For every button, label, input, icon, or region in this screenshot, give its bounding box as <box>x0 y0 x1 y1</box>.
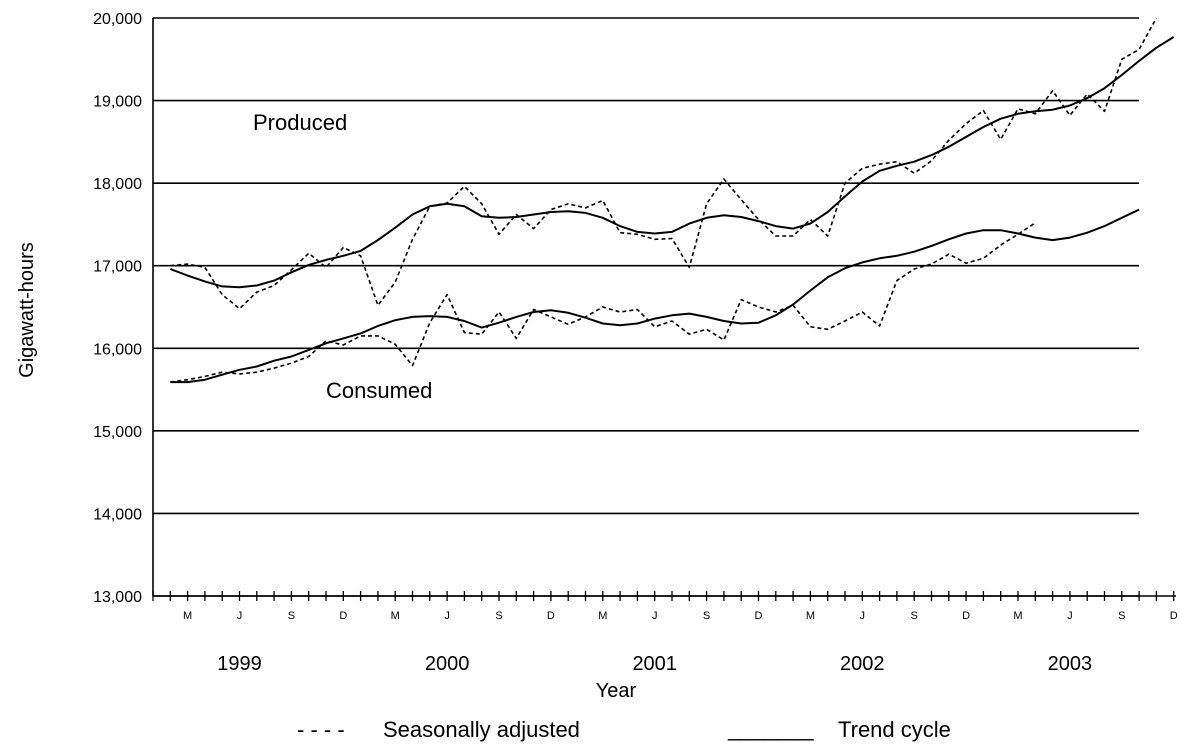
y-tick-label: 18,000 <box>93 176 142 193</box>
month-tick-label: D <box>1170 610 1178 622</box>
y-tick-label: 13,000 <box>93 589 142 606</box>
y-tick-label: 20,000 <box>93 11 142 28</box>
month-tick-label: S <box>703 610 710 622</box>
month-tick-label: J <box>444 610 450 622</box>
legend: - - - - Seasonally adjusted _______ Tren… <box>297 716 951 742</box>
annotation-consumed: Consumed <box>326 378 432 403</box>
x-axis-ticks <box>152 591 1175 601</box>
series-line-seasonally-adjusted <box>170 17 1158 310</box>
year-label: 2000 <box>425 653 470 675</box>
y-tick-label: 14,000 <box>93 506 142 523</box>
x-axis-label: Year <box>596 680 637 702</box>
month-tick-label: S <box>1118 610 1125 622</box>
series-line-trend-cycle <box>170 208 1140 384</box>
y-tick-label: 16,000 <box>93 341 142 358</box>
gridlines <box>153 17 1176 597</box>
legend-dashed-marker: - - - - <box>297 717 345 742</box>
month-tick-label: D <box>962 610 970 622</box>
month-tick-label: J <box>1067 610 1073 622</box>
annotation-produced: Produced <box>253 110 347 135</box>
legend-solid-label: Trend cycle <box>838 717 951 742</box>
month-tick-label: S <box>288 610 295 622</box>
month-tick-label: S <box>495 610 502 622</box>
y-axis-label: Gigawatt-hours <box>16 242 38 378</box>
year-label: 2002 <box>840 653 885 675</box>
y-tick-label: 19,000 <box>93 94 142 111</box>
year-label: 2001 <box>632 653 677 675</box>
y-tick-labels: 13,000 14,000 15,000 16,000 17,000 18,000 19,0… <box>93 11 142 606</box>
year-label: 2003 <box>1048 653 1093 675</box>
year-label: 1999 <box>217 653 262 675</box>
month-tick-label: D <box>547 610 555 622</box>
month-tick-label: M <box>183 610 192 622</box>
series-line-trend-cycle <box>169 36 1175 289</box>
y-tick-label: 15,000 <box>93 424 142 441</box>
series-lines <box>169 17 1175 384</box>
month-tick-label: M <box>1013 610 1022 622</box>
month-tick-label: J <box>652 610 658 622</box>
month-tick-label: D <box>339 610 347 622</box>
month-tick-label: J <box>860 610 866 622</box>
month-tick-label: M <box>391 610 400 622</box>
month-tick-label: M <box>806 610 815 622</box>
month-tick-label: J <box>237 610 243 622</box>
legend-solid-marker: _______ <box>727 716 814 741</box>
month-tick-label: M <box>598 610 607 622</box>
month-tick-label: D <box>755 610 763 622</box>
series-line-seasonally-adjusted <box>170 222 1036 383</box>
y-tick-label: 17,000 <box>93 259 142 276</box>
legend-dashed-label: Seasonally adjusted <box>383 717 580 742</box>
year-labels: 1999 2000 2001 2002 2003 <box>217 653 1092 675</box>
month-tick-label: S <box>911 610 918 622</box>
